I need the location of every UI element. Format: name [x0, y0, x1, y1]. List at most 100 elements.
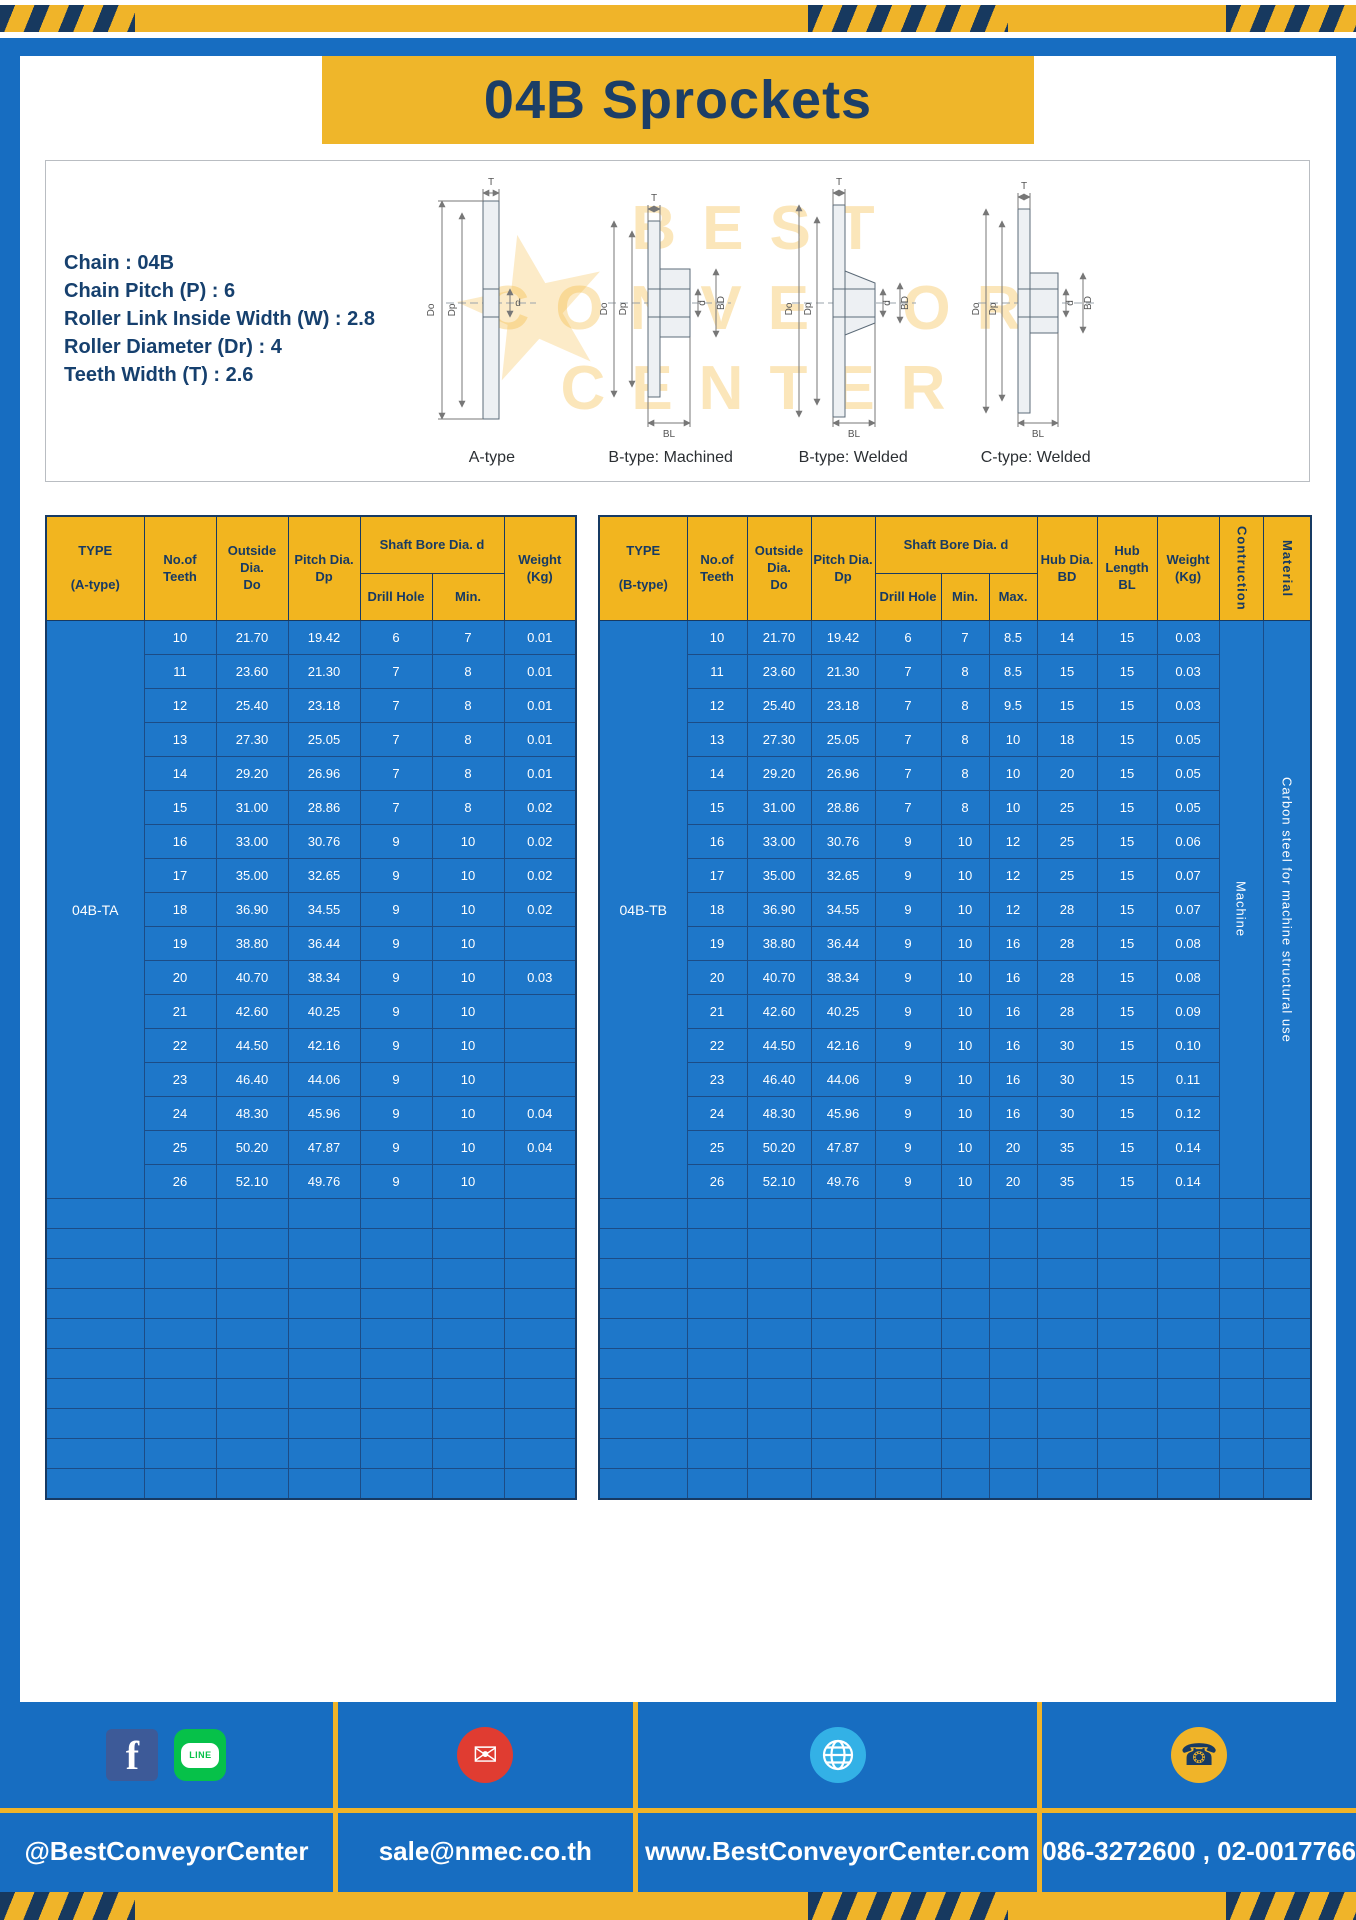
- data-cell: 22: [686, 1028, 748, 1063]
- data-cell: 9: [874, 926, 942, 961]
- data-cell: 9: [359, 994, 433, 1029]
- data-cell: 8: [431, 654, 505, 689]
- social-icons: f LINE: [106, 1702, 227, 1808]
- data-cell: 15: [1096, 1164, 1158, 1199]
- empty-cell: [503, 1348, 577, 1379]
- empty-cell: [746, 1288, 812, 1319]
- data-cell: 10: [431, 824, 505, 859]
- top-hazard-bar: [0, 5, 1356, 32]
- data-cell: 10: [940, 892, 990, 927]
- data-cell: 15: [1096, 688, 1158, 723]
- sprocket-cross-sections: Do Dp d T: [426, 177, 1098, 440]
- data-cell: 15: [1096, 824, 1158, 859]
- empty-cell: [686, 1258, 748, 1289]
- data-cell: 9: [874, 1062, 942, 1097]
- empty-cell: [988, 1438, 1038, 1469]
- header-min: Min.: [431, 573, 505, 621]
- dim-label-bl: BL: [848, 429, 861, 440]
- data-cell: 27.30: [746, 722, 812, 757]
- table_b-row: 24 48.30 45.96 9 10 16 30 15 0.12: [599, 1096, 1311, 1131]
- data-cell: 9: [359, 1130, 433, 1165]
- empty-cell: [810, 1468, 876, 1500]
- data-cell: 9: [874, 1028, 942, 1063]
- dim-label-bl: BL: [1032, 429, 1045, 440]
- data-cell: 0.04: [503, 1130, 577, 1165]
- spec-line: Teeth Width (T) : 2.6: [64, 364, 254, 386]
- empty-cell: [1262, 1378, 1312, 1409]
- empty-cell: [988, 1468, 1038, 1500]
- empty-cell: [1262, 1198, 1312, 1229]
- header-construction: Contruction: [1218, 515, 1264, 621]
- data-cell: 10: [431, 926, 505, 961]
- data-cell: 33.00: [746, 824, 812, 859]
- empty-cell: [598, 1288, 688, 1319]
- empty-cell: [1218, 1468, 1264, 1500]
- empty-cell: [45, 1408, 145, 1439]
- table_b-row: 18 36.90 34.55 9 10 12 28 15 0.07: [599, 892, 1311, 927]
- empty-cell: [143, 1228, 217, 1259]
- empty-cell: [598, 1318, 688, 1349]
- data-cell: 36.90: [215, 892, 289, 927]
- data-cell: 26.96: [810, 756, 876, 791]
- data-cell: 46.40: [746, 1062, 812, 1097]
- line-app-icon: LINE: [174, 1729, 227, 1781]
- empty-cell: [598, 1228, 688, 1259]
- data-cell: 35.00: [215, 858, 289, 893]
- globe-glyph: [822, 1739, 853, 1771]
- data-cell: 20: [1036, 756, 1098, 791]
- data-cell: 44.06: [287, 1062, 361, 1097]
- table_b-row: 14 29.20 26.96 7 8 10 20 15 0.05: [599, 756, 1311, 791]
- data-cell: 22: [143, 1028, 217, 1063]
- data-cell: 15: [1096, 1096, 1158, 1131]
- drawing-label-c-welded: C-type: Welded: [980, 449, 1091, 466]
- data-cell: [503, 994, 577, 1029]
- data-cell: 19.42: [810, 620, 876, 655]
- table_a-row: 18 36.90 34.55 9 10 0.02: [46, 892, 577, 927]
- data-cell: 10: [431, 892, 505, 927]
- footer-social-section: f LINE @BestConveyorCenter: [0, 1702, 338, 1892]
- data-cell: 47.87: [810, 1130, 876, 1165]
- empty-cell: [1156, 1318, 1220, 1349]
- table_b-row: 25 50.20 47.87 9 10 20 35 15 0.14: [599, 1130, 1311, 1165]
- empty-cell: [1156, 1258, 1220, 1289]
- empty-cell: [431, 1288, 505, 1319]
- empty-cell: [874, 1318, 942, 1349]
- header-pitch-dia: Pitch Dia. Dp: [287, 515, 361, 621]
- data-cell: 8: [431, 756, 505, 791]
- empty-cell: [874, 1258, 942, 1289]
- empty-row: [598, 1258, 1312, 1289]
- data-cell: 35.00: [746, 858, 812, 893]
- header-drill-hole: Drill Hole: [359, 573, 433, 621]
- data-cell: 0.11: [1156, 1062, 1220, 1097]
- data-cell: 31.00: [215, 790, 289, 825]
- empty-cell: [143, 1288, 217, 1319]
- data-cell: 0.01: [503, 620, 577, 655]
- dim-label-bd: BD: [1083, 296, 1094, 310]
- data-cell: 0.05: [1156, 756, 1220, 791]
- empty-cell: [1156, 1378, 1220, 1409]
- data-cell: 48.30: [746, 1096, 812, 1131]
- data-cell: 50.20: [746, 1130, 812, 1165]
- data-cell: 10: [940, 824, 990, 859]
- header-type-b: TYPE (B-type): [598, 515, 688, 621]
- empty-cell: [431, 1408, 505, 1439]
- empty-cell: [215, 1408, 289, 1439]
- data-cell: 8.5: [988, 654, 1038, 689]
- data-cell: 11: [143, 654, 217, 689]
- empty-cell: [45, 1348, 145, 1379]
- dim-label-t: T: [836, 177, 842, 188]
- data-cell: 47.87: [287, 1130, 361, 1165]
- data-cell: 10: [940, 960, 990, 995]
- data-cell: 52.10: [746, 1164, 812, 1199]
- empty-cell: [686, 1438, 748, 1469]
- data-cell: 40.70: [746, 960, 812, 995]
- data-cell: 9: [359, 1096, 433, 1131]
- table_a-row: 13 27.30 25.05 7 8 0.01: [46, 722, 577, 757]
- empty-cell: [810, 1198, 876, 1229]
- empty-cell: [45, 1318, 145, 1349]
- data-cell: 23.60: [746, 654, 812, 689]
- spec-line: Roller Link Inside Width (W) : 2.8: [64, 308, 375, 330]
- data-cell: 25.05: [287, 722, 361, 757]
- data-cell: 44.06: [810, 1062, 876, 1097]
- data-cell: 30.76: [810, 824, 876, 859]
